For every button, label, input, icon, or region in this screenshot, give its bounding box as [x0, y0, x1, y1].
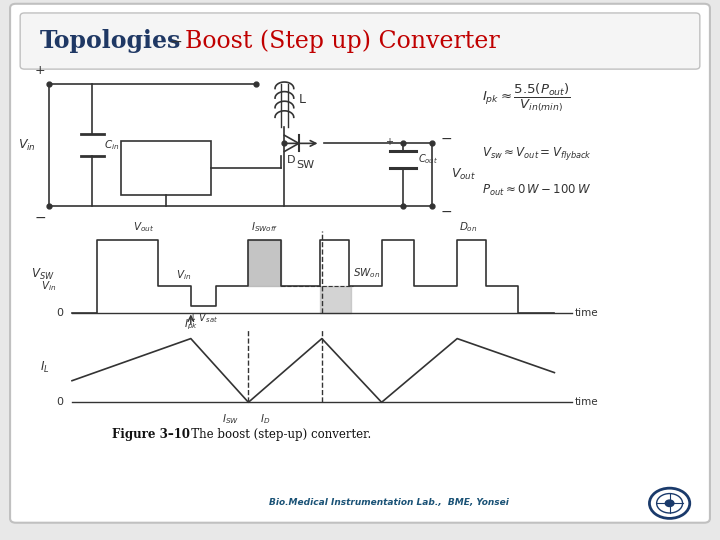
Text: $V_{sw} \approx V_{out} = V_{flyback}$: $V_{sw} \approx V_{out} = V_{flyback}$: [482, 145, 593, 163]
Text: $D_{on}$: $D_{on}$: [459, 220, 477, 234]
Text: Bio.Medical Instrumentation Lab.,  BME, Yonsei: Bio.Medical Instrumentation Lab., BME, Y…: [269, 498, 509, 507]
Bar: [121, 141, 211, 195]
Text: $SW_{on}$: $SW_{on}$: [353, 266, 380, 280]
Text: $V_{in}$: $V_{in}$: [41, 279, 56, 293]
FancyBboxPatch shape: [20, 13, 700, 69]
Text: −: −: [441, 132, 452, 146]
Text: –: –: [163, 30, 190, 52]
Text: $V_{in}$: $V_{in}$: [19, 138, 36, 152]
Text: SW: SW: [296, 160, 314, 170]
Text: Topologies: Topologies: [40, 29, 181, 53]
Text: −: −: [35, 211, 46, 225]
Text: time: time: [575, 308, 598, 318]
Text: Control: Control: [146, 164, 186, 173]
Text: $V_{out}$: $V_{out}$: [133, 220, 155, 234]
Text: $V_{out}$: $V_{out}$: [451, 167, 476, 183]
Text: $\downarrow V_{sat}$: $\downarrow V_{sat}$: [187, 312, 219, 326]
Text: $I_{SWoff}$: $I_{SWoff}$: [251, 220, 279, 234]
Text: The boost (step-up) converter.: The boost (step-up) converter.: [180, 428, 372, 441]
Text: time: time: [575, 397, 598, 407]
Text: $C_{out}$: $C_{out}$: [418, 153, 438, 166]
Text: 0: 0: [56, 308, 63, 318]
Text: $P_{out} \approx 0\,W - 100\,W$: $P_{out} \approx 0\,W - 100\,W$: [482, 183, 591, 198]
Text: L: L: [299, 93, 306, 106]
Text: 0: 0: [56, 397, 63, 407]
Text: $I_{pk}$: $I_{pk}$: [184, 318, 198, 332]
Text: D: D: [287, 156, 296, 165]
Circle shape: [665, 500, 674, 507]
Text: +: +: [35, 64, 45, 77]
Text: $I_D$: $I_D$: [260, 412, 270, 426]
Text: −: −: [441, 205, 452, 219]
Text: Boost (Step up) Converter: Boost (Step up) Converter: [185, 29, 500, 53]
Text: +: +: [384, 137, 393, 147]
Text: $C_{in}$: $C_{in}$: [104, 138, 119, 152]
FancyBboxPatch shape: [10, 4, 710, 523]
Text: $V_{SW}$: $V_{SW}$: [32, 267, 55, 281]
Text: $I_{pk} \approx \dfrac{5.5(P_{out})}{V_{in(min)}}$: $I_{pk} \approx \dfrac{5.5(P_{out})}{V_{…: [482, 81, 571, 113]
Text: $I_{SW}$: $I_{SW}$: [222, 412, 239, 426]
Text: $V_{in}$: $V_{in}$: [176, 268, 192, 282]
Text: $I_L$: $I_L$: [40, 360, 50, 375]
Text: Figure 3–10: Figure 3–10: [112, 428, 189, 441]
